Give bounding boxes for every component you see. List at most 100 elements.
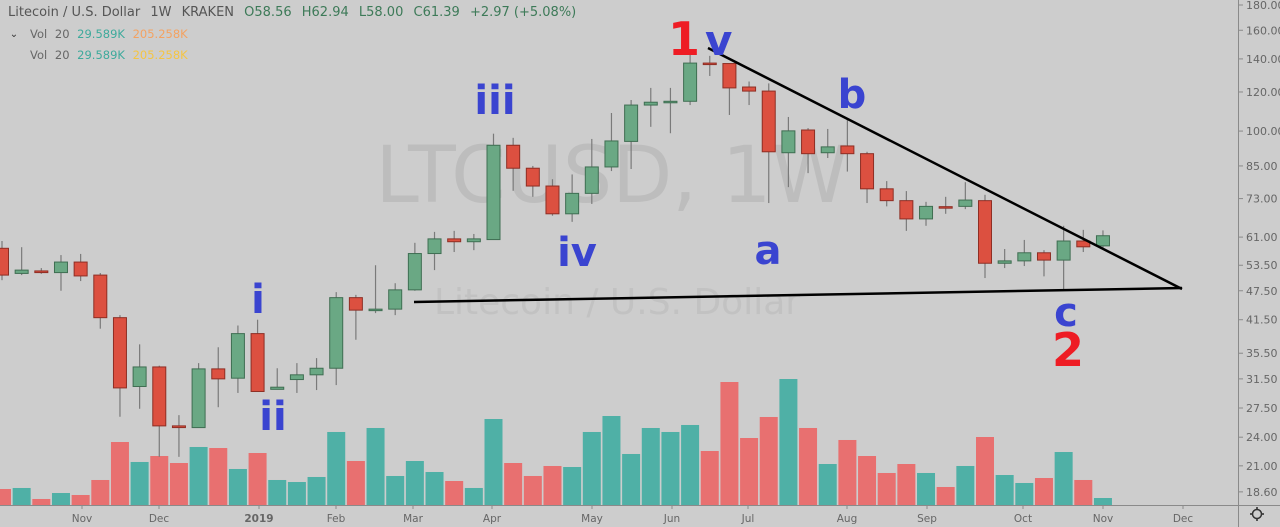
gear-icon[interactable] [1250,507,1264,521]
volume-bar [956,465,975,505]
candle [781,116,796,188]
volume-bar [209,448,228,505]
candle [191,363,206,429]
open-value: O58.56 [244,5,292,20]
candle [112,315,127,417]
volume-bar [1093,498,1112,505]
wave-label-2[interactable]: 2 [1052,323,1084,377]
price-tick-label: 140.00 [1246,53,1280,66]
volume-bar [169,463,188,505]
candle-body-down [702,62,717,66]
candle [958,182,973,210]
candle-body-down [840,145,855,155]
lower-trendline[interactable] [413,286,1183,304]
time-tick-label: Dec [149,513,170,525]
price-axis[interactable]: 180.00 160.00 140.00 120.00 100.00 85.00 73.00… [1238,0,1280,499]
indicator-ma: 205.258K [132,48,188,62]
candle [702,55,717,76]
candle-body-down [1076,240,1091,248]
candle-body-down [93,274,108,319]
candle-body-up [604,140,619,168]
candle-body-up [132,366,147,387]
volume-bar [71,494,90,505]
candle-body-down [722,63,737,89]
candle-body-down [0,247,9,276]
candle [565,174,580,222]
wave-label-b[interactable]: b [838,72,867,118]
candle-body-down [506,144,521,169]
wave-label-c[interactable]: c [1054,290,1078,336]
volume-bar [818,464,837,505]
candle-body-up [919,205,934,220]
time-tick-label: Apr [483,513,502,525]
symbol-legend: Litecoin / U.S. Dollar 1W KRAKEN O58.56 … [8,5,582,20]
symbol-name[interactable]: Litecoin / U.S. Dollar [8,5,141,20]
candle [93,273,108,329]
candle-body-down [978,200,992,264]
candle [171,415,186,457]
candle [545,179,560,216]
candle-body-up [388,289,403,310]
candle [447,230,462,253]
volume-bar [405,460,424,505]
time-tick-label: Mar [403,513,423,525]
volume-indicator-legend[interactable]: Vol 20 29.589K 205.258K [30,27,192,41]
candle-body-up [565,192,580,215]
wave-label-iii[interactable]: iii [474,78,515,124]
price-tick-label: 53.50 [1246,259,1278,272]
volume-bar [12,487,31,505]
candle-body-up [820,146,835,154]
close-value: C61.39 [413,5,460,20]
volume-bar [602,416,621,505]
candle-body-down [801,129,816,155]
time-axis[interactable]: Nov Dec 2019 Feb Mar Apr May Jun Jul Aug Sep Oct Nov… [72,505,1194,525]
price-tick-label: 41.50 [1246,314,1278,327]
volume-bar [700,450,719,505]
chevron-down-icon[interactable]: ⌄ [9,29,19,40]
volume-bar [484,419,503,505]
candle [53,255,68,291]
time-tick-label: Jun [663,513,680,525]
wave-label-a[interactable]: a [755,228,782,274]
upper-trendline[interactable] [707,46,1183,291]
candle-body-up [997,260,1012,264]
volume-bar [130,461,149,505]
interval[interactable]: 1W [150,5,172,20]
volume-bar [720,382,739,505]
volume-bar [1034,478,1053,505]
wave-label-iv[interactable]: iv [557,230,597,276]
price-tick-label: 24.00 [1246,431,1278,444]
wave-label-i[interactable]: i [251,277,265,323]
candle [761,83,776,204]
time-tick-label: Oct [1014,513,1032,525]
wave-label-1[interactable]: 1 [668,12,700,66]
exchange: KRAKEN [181,5,235,20]
candle [250,319,265,392]
indicator-name: Vol [30,48,48,62]
indicator-name: Vol [30,27,48,41]
time-tick-label: Nov [72,513,93,525]
candle-body-down [938,206,953,209]
candle [486,133,501,241]
price-tick-label: 27.50 [1246,402,1278,415]
candle [73,253,88,282]
price-tick-label: 21.00 [1246,460,1278,473]
volume-indicator-legend-2[interactable]: Vol 20 29.589K 205.258K [30,48,192,62]
volume-bar [445,481,464,505]
volume-bar [1054,452,1073,505]
candle [1056,225,1071,290]
candle-body-up [643,101,658,106]
price-tick-label: 18.60 [1246,486,1278,499]
volume-bar [936,486,955,505]
volume-bar [425,471,444,505]
wave-labels: 1 v i ii iii iv a b c 2 [251,12,1084,440]
wave-label-ii[interactable]: ii [259,394,286,440]
price-tick-label: 180.00 [1246,0,1280,12]
wave-label-v[interactable]: v [705,16,732,65]
volume-bar [346,460,365,505]
volume-bar [976,437,994,505]
candle-body-down [761,90,776,153]
candle [683,54,698,106]
candle [860,151,875,204]
